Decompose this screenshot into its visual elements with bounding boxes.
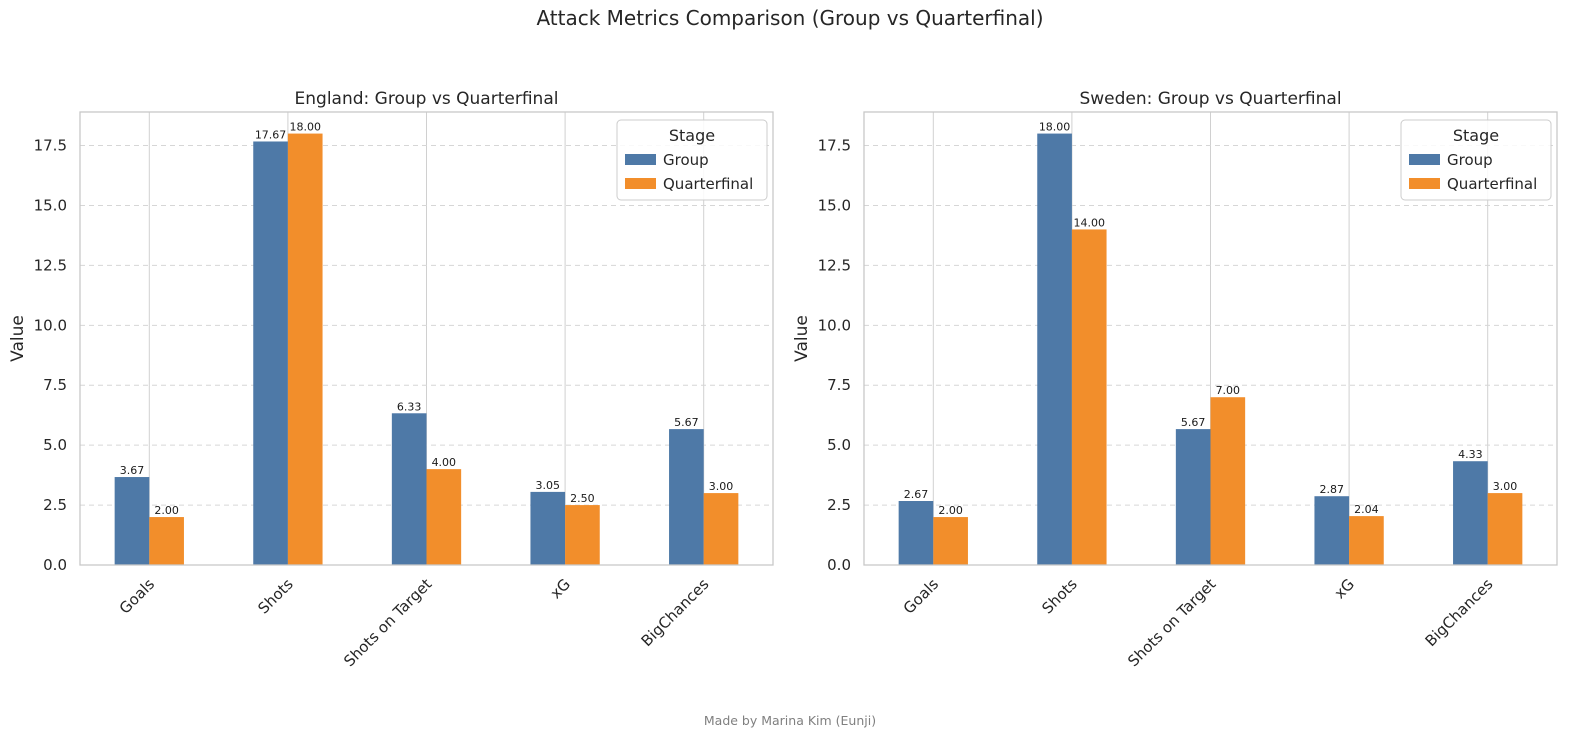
bar-value-label: 3.00 [709,480,734,493]
bar-value-label: 18.00 [289,121,321,134]
legend: Stage Group Quarterfinal [616,119,768,201]
bar-group [1453,461,1488,565]
bar-quarterfinal [1349,516,1384,565]
y-tick-label: 10.0 [818,316,851,334]
bar-quarterfinal [1210,397,1246,565]
bar-quarterfinal [703,493,739,565]
bar-value-label: 18.00 [1039,121,1071,134]
bar-group [1314,496,1350,565]
legend-swatch-quarterfinal [1409,178,1440,189]
bar-quarterfinal [149,517,184,565]
legend-title: Stage [1453,126,1499,145]
x-tick-label: Shots on Target [340,575,435,670]
legend-label: Group [1447,151,1493,169]
bar-value-label: 5.67 [1181,416,1206,429]
bar-value-label: 4.00 [432,456,457,469]
bar-group [1037,133,1072,566]
bar-group [898,501,934,565]
y-tick-label: 15.0 [34,196,67,214]
chart-panel-1: 0.0 2.5 5.0 7.5 10.0 12.5 15.0 17.5 3.67 17.67 6.3… [8,89,774,670]
y-tick-label: 7.5 [43,376,67,394]
legend-label: Quarterfinal [663,175,753,193]
bar-value-label: 2.00 [938,504,963,517]
x-tick-label: Shots on Target [1124,575,1219,670]
y-tick-label: 5.0 [827,436,851,454]
bar-quarterfinal [287,133,323,566]
bar-value-label: 2.87 [1320,483,1345,496]
bar-quarterfinal [933,517,968,565]
chart-panel-2: 0.0 2.5 5.0 7.5 10.0 12.5 15.0 17.5 2.67 18.00 5.6… [792,89,1558,670]
bar-quarterfinal [565,505,600,565]
y-tick-label: 10.0 [34,316,67,334]
bar-value-label: 17.67 [255,128,287,141]
legend: Stage Group Quarterfinal [1400,119,1552,201]
bar-value-label: 2.67 [904,488,929,501]
x-tick-label: xG [1331,575,1358,602]
bar-quarterfinal [1487,493,1523,565]
axes-frame [863,111,1558,566]
x-tick-label: BigChances [1422,575,1497,650]
x-tick-label: xG [547,575,574,602]
x-tick-label: BigChances [638,575,713,650]
bar-value-label: 4.33 [1458,448,1483,461]
bar-value-label: 3.05 [536,479,561,492]
bar-group [114,477,150,565]
y-tick-label: 17.5 [818,137,851,155]
bar-quarterfinal [426,469,462,565]
chart-title: Sweden: Group vs Quarterfinal [1079,89,1341,109]
bar-value-label: 2.04 [1354,503,1379,516]
bar-value-label: 6.33 [397,400,422,413]
y-axis-label: Value [792,315,812,362]
y-tick-label: 5.0 [43,436,67,454]
chart-title: England: Group vs Quarterfinal [295,89,559,109]
x-tick-label: Shots [1038,575,1080,617]
bar-value-label: 3.00 [1493,480,1518,493]
bar-group [391,413,427,565]
y-tick-label: 2.5 [43,496,67,514]
legend-label: Group [663,151,709,169]
legend-label: Quarterfinal [1447,175,1537,193]
y-tick-label: 2.5 [827,496,851,514]
y-tick-label: 12.5 [34,256,67,274]
y-tick-label: 15.0 [818,196,851,214]
bar-value-label: 2.50 [570,492,595,505]
y-tick-label: 17.5 [34,137,67,155]
x-tick-label: Shots [254,575,296,617]
bar-group [1175,429,1211,565]
y-tick-label: 0.0 [827,556,851,574]
x-tick-label: Goals [900,575,943,618]
bar-group [253,141,288,565]
legend-swatch-group [1409,154,1440,165]
legend-swatch-group [625,154,656,165]
bar-value-label: 5.67 [674,416,699,429]
footer-credit: Made by Marina Kim (Eunji) [703,713,877,728]
bar-group [530,491,566,565]
bar-value-label: 14.00 [1073,216,1105,229]
legend-swatch-quarterfinal [625,178,656,189]
bar-value-label: 2.00 [154,504,179,517]
y-axis-label: Value [8,315,28,362]
legend-title: Stage [669,126,715,145]
bar-quarterfinal [1071,229,1107,565]
figure-title: Attack Metrics Comparison (Group vs Quar… [536,6,1044,30]
y-tick-label: 7.5 [827,376,851,394]
y-tick-label: 0.0 [43,556,67,574]
axes-frame [79,111,774,566]
x-tick-label: Goals [116,575,159,618]
bar-value-label: 3.67 [120,464,145,477]
y-tick-label: 12.5 [818,256,851,274]
bar-value-label: 7.00 [1216,384,1241,397]
bar-group [669,429,704,565]
